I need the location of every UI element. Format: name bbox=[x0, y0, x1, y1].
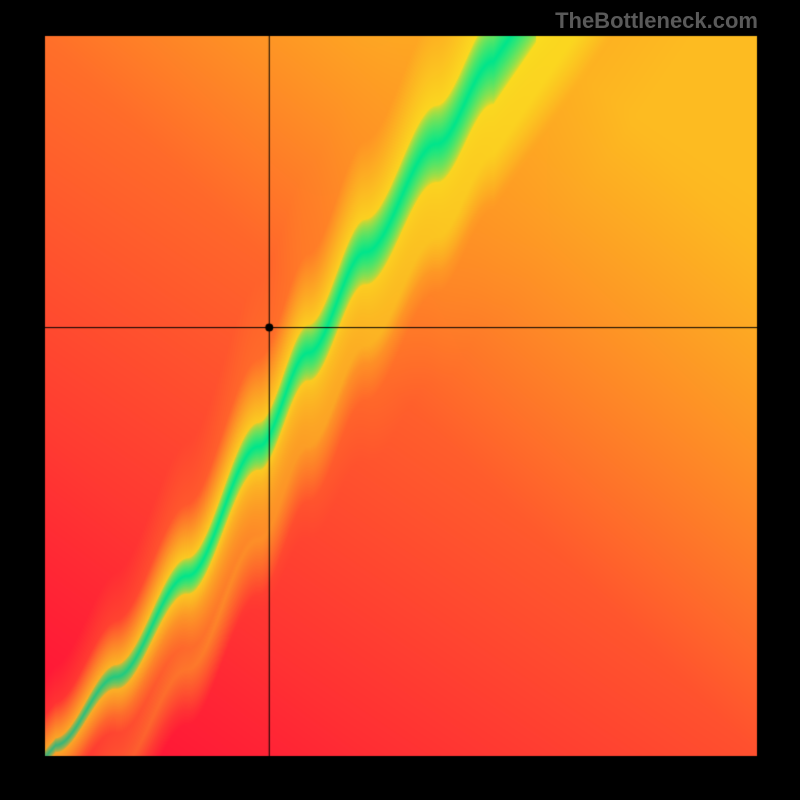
watermark-text: TheBottleneck.com bbox=[555, 8, 758, 34]
chart-container: TheBottleneck.com bbox=[0, 0, 800, 800]
bottleneck-heatmap bbox=[0, 0, 800, 800]
